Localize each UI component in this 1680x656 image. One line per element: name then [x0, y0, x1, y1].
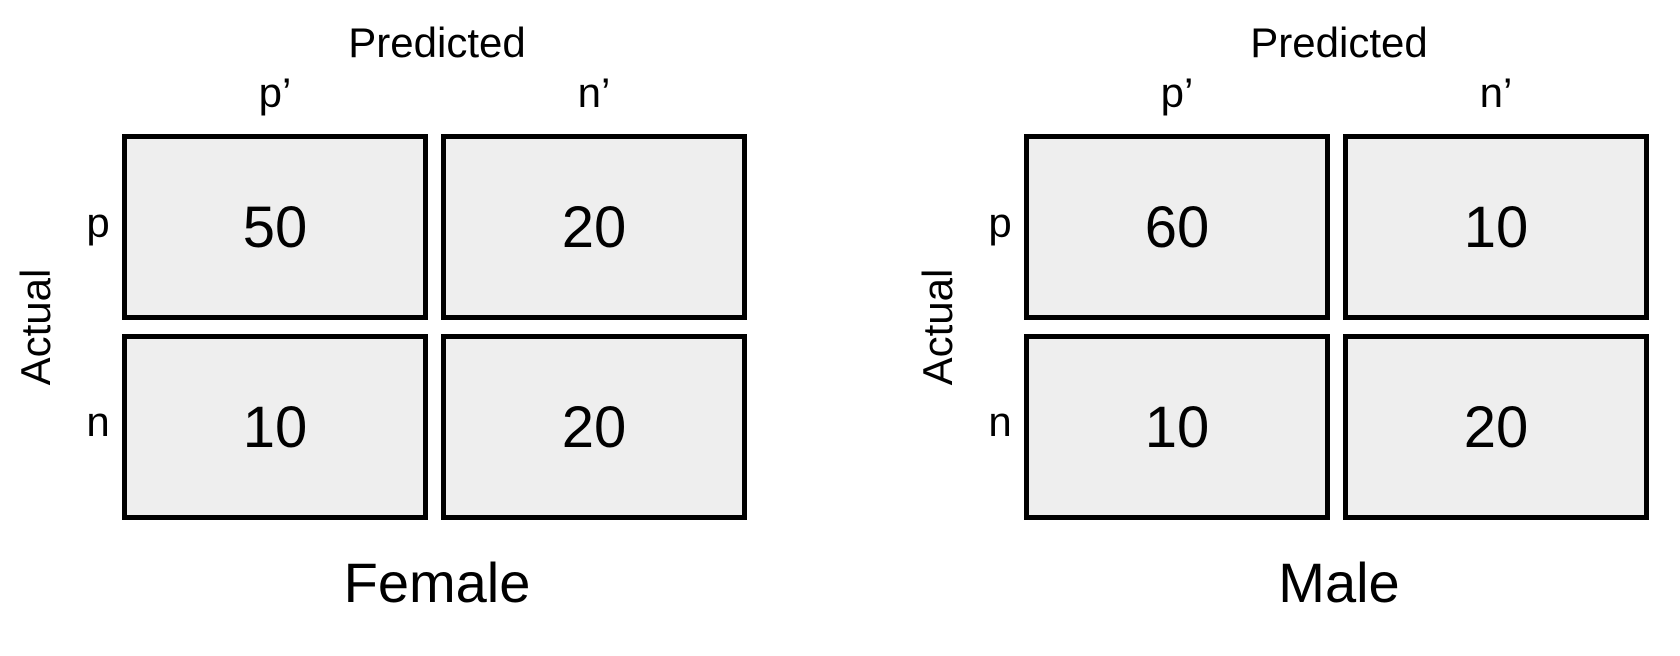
cell-true-negative: 20	[441, 334, 747, 520]
column-label-p-prime: p’	[258, 69, 292, 116]
matrix-caption: Male	[1278, 551, 1400, 614]
cell-false-positive: 10	[1024, 334, 1330, 520]
cell-false-positive: 10	[122, 334, 428, 520]
column-label-p-prime: p’	[1160, 69, 1194, 116]
cell-true-negative: 20	[1343, 334, 1649, 520]
confusion-matrix-male: Predicted p’ n’ Actual p n 60 10 10 20 M…	[902, 0, 1680, 656]
matrix-caption: Female	[343, 551, 531, 614]
actual-axis-label: Actual	[12, 268, 59, 386]
actual-axis-label: Actual	[914, 268, 961, 386]
predicted-axis-label: Predicted	[348, 19, 526, 66]
confusion-matrix-female: Predicted p’ n’ Actual p n 50 20 10 20 F…	[0, 0, 800, 656]
predicted-axis-label: Predicted	[1250, 19, 1428, 66]
row-label-n: n	[988, 398, 1012, 445]
row-label-n: n	[86, 398, 110, 445]
cell-false-negative: 10	[1343, 134, 1649, 320]
column-label-n-prime: n’	[1479, 69, 1513, 116]
row-label-p: p	[86, 199, 110, 246]
row-label-p: p	[988, 199, 1012, 246]
cell-false-negative: 20	[441, 134, 747, 320]
column-label-n-prime: n’	[577, 69, 611, 116]
cell-true-positive: 50	[122, 134, 428, 320]
cell-true-positive: 60	[1024, 134, 1330, 320]
